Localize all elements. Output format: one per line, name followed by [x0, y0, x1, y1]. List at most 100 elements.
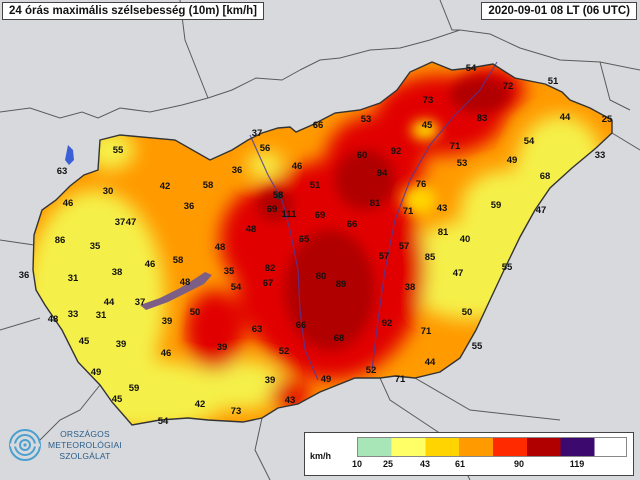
station-value: 48 [214, 242, 226, 253]
station-value: 47 [452, 268, 464, 279]
station-value: 54 [230, 282, 242, 293]
station-value: 69 [266, 204, 278, 215]
station-value: 73 [422, 95, 434, 106]
station-value: 25 [601, 114, 613, 125]
station-value: 63 [251, 324, 263, 335]
station-value: 49 [90, 367, 102, 378]
station-value: 53 [360, 114, 372, 125]
legend-tick: 119 [569, 459, 585, 469]
station-value: 66 [295, 320, 307, 331]
station-value: 60 [356, 150, 368, 161]
station-value: 48 [245, 224, 257, 235]
station-value: 63 [56, 166, 68, 177]
station-value: 39 [216, 342, 228, 353]
station-value: 92 [381, 318, 393, 329]
legend-tick: 61 [454, 459, 466, 469]
station-value: 52 [365, 365, 377, 376]
station-value: 54 [157, 416, 169, 427]
station-value: 31 [67, 273, 79, 284]
station-value: 59 [128, 383, 140, 394]
station-value: 69 [314, 210, 326, 221]
station-value: 45 [78, 336, 90, 347]
station-value: 33 [67, 309, 79, 320]
station-value: 65 [298, 234, 310, 245]
station-value: 40 [459, 234, 471, 245]
station-value: 68 [539, 171, 551, 182]
station-value: 57 [398, 241, 410, 252]
station-value: 49 [506, 155, 518, 166]
budapest-marker [275, 192, 283, 200]
omsz-logo: ORSZÁGOS METEOROLÓGIAI SZOLGÁLAT [8, 428, 122, 462]
station-value: 31 [95, 310, 107, 321]
station-value: 71 [420, 326, 432, 337]
station-value: 47 [535, 205, 547, 216]
station-value: 36 [183, 201, 195, 212]
station-value: 54 [523, 136, 535, 147]
station-value: 71 [394, 374, 406, 385]
station-value: 36 [231, 165, 243, 176]
station-value: 45 [421, 120, 433, 131]
logo-line-1: ORSZÁGOS [60, 428, 110, 439]
color-legend: km/h 10 25 43 61 90 119 [304, 432, 634, 476]
station-value: 50 [461, 307, 473, 318]
omsz-logo-icon [9, 429, 41, 461]
station-value: 94 [376, 168, 388, 179]
station-value: 51 [547, 76, 559, 87]
station-value: 111 [281, 209, 297, 220]
station-value: 37 [114, 217, 126, 228]
station-value: 42 [194, 399, 206, 410]
station-value: 52 [278, 346, 290, 357]
station-value: 85 [424, 252, 436, 263]
station-value: 58 [172, 255, 184, 266]
rivers [249, 61, 498, 381]
station-value: 44 [103, 297, 115, 308]
station-value: 51 [309, 180, 321, 191]
station-value: 37 [134, 297, 146, 308]
station-value: 73 [230, 406, 242, 417]
station-value: 89 [335, 279, 347, 290]
station-value: 58 [202, 180, 214, 191]
station-value: 81 [369, 198, 381, 209]
station-value: 33 [594, 150, 606, 161]
station-value: 42 [159, 181, 171, 192]
station-value: 56 [259, 143, 271, 154]
legend-tick: 10 [351, 459, 363, 469]
station-value: 76 [415, 179, 427, 190]
station-value: 47 [125, 217, 137, 228]
station-value: 80 [315, 271, 327, 282]
station-value: 92 [390, 146, 402, 157]
station-value: 43 [436, 203, 448, 214]
station-value: 68 [333, 333, 345, 344]
station-value: 39 [264, 375, 276, 386]
station-value: 37 [251, 128, 263, 139]
station-value: 39 [161, 316, 173, 327]
station-value: 55 [112, 145, 124, 156]
station-value: 83 [476, 113, 488, 124]
station-value: 44 [424, 357, 436, 368]
logo-line-2: METEOROLÓGIAI [48, 439, 122, 450]
legend-unit: km/h [310, 451, 332, 461]
station-value: 35 [223, 266, 235, 277]
station-value: 50 [189, 307, 201, 318]
station-value: 35 [89, 241, 101, 252]
station-value: 71 [449, 141, 461, 152]
station-value: 66 [346, 219, 358, 230]
station-value: 39 [115, 339, 127, 350]
station-value: 71 [402, 206, 414, 217]
lake-balaton [140, 272, 212, 310]
hungary-border [32, 61, 613, 426]
station-value: 38 [111, 267, 123, 278]
neusiedl-lake [65, 145, 74, 165]
station-value: 43 [284, 395, 296, 406]
station-value: 44 [559, 112, 571, 123]
station-value: 82 [264, 263, 276, 274]
station-value: 86 [54, 235, 66, 246]
station-value: 46 [160, 348, 172, 359]
station-value: 36 [18, 270, 30, 281]
station-value: 58 [272, 190, 284, 201]
station-value: 55 [471, 341, 483, 352]
